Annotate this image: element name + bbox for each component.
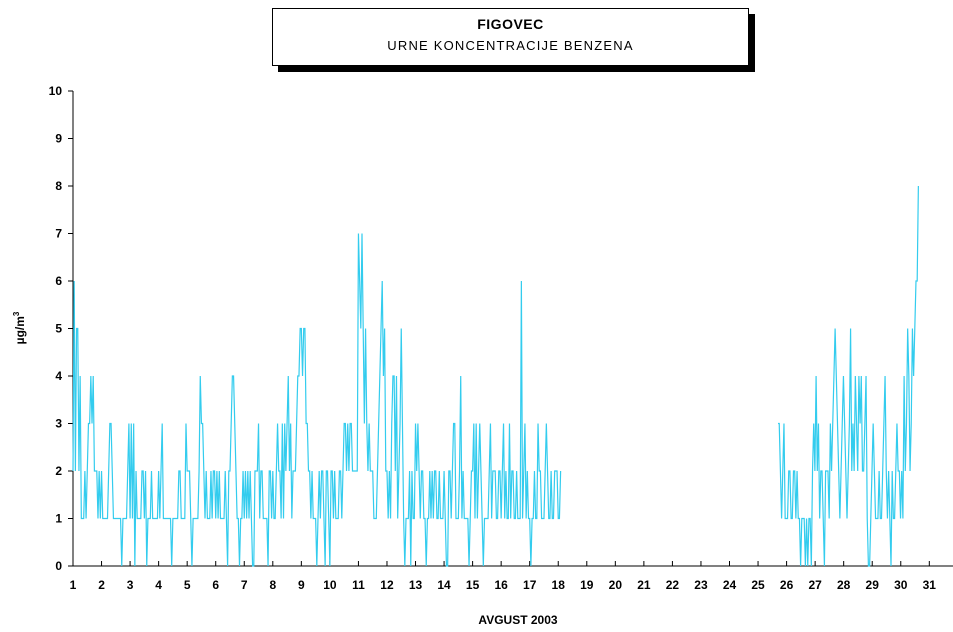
y-tick-label: 10 <box>49 84 63 98</box>
chart-title-box: FIGOVEC URNE KONCENTRACIJE BENZENA <box>272 8 749 66</box>
y-axis-ticks: 0 1 2 3 4 5 6 7 8 9 10 <box>49 84 73 573</box>
x-tick-label: 7 <box>241 578 248 592</box>
x-tick-label: 3 <box>127 578 134 592</box>
series-line <box>72 233 562 567</box>
y-tick-label: 2 <box>55 464 62 478</box>
x-tick-label: 19 <box>580 578 594 592</box>
x-tick-label: 13 <box>409 578 423 592</box>
chart-subtitle: URNE KONCENTRACIJE BENZENA <box>387 38 634 53</box>
x-tick-label: 30 <box>894 578 908 592</box>
x-tick-label: 21 <box>637 578 651 592</box>
series-line <box>778 185 919 567</box>
x-tick-label: 15 <box>466 578 480 592</box>
y-tick-label: 9 <box>55 132 62 146</box>
y-axis-title-unit: µg/m <box>13 316 27 344</box>
x-tick-label: 17 <box>523 578 537 592</box>
x-tick-label: 8 <box>269 578 276 592</box>
x-tick-label: 29 <box>866 578 880 592</box>
series-layer <box>72 185 919 567</box>
x-tick-label: 22 <box>666 578 680 592</box>
x-tick-label: 1 <box>70 578 77 592</box>
y-tick-label: 4 <box>55 369 62 383</box>
y-tick-label: 1 <box>55 512 62 526</box>
x-tick-label: 31 <box>923 578 937 592</box>
x-tick-label: 11 <box>352 578 365 592</box>
x-tick-label: 27 <box>808 578 822 592</box>
x-tick-label: 18 <box>552 578 566 592</box>
chart-title: FIGOVEC <box>477 16 544 32</box>
x-tick-label: 10 <box>323 578 337 592</box>
x-tick-label: 4 <box>155 578 162 592</box>
x-tick-label: 2 <box>98 578 105 592</box>
x-tick-label: 6 <box>212 578 219 592</box>
x-tick-label: 24 <box>723 578 737 592</box>
y-tick-label: 5 <box>55 322 62 336</box>
x-tick-label: 16 <box>494 578 508 592</box>
x-tick-label: 9 <box>298 578 305 592</box>
x-tick-label: 12 <box>380 578 394 592</box>
y-tick-label: 6 <box>55 274 62 288</box>
y-axis-title: µg/m3 <box>12 311 27 344</box>
y-axis-title-superscript: 3 <box>12 311 21 316</box>
x-tick-label: 5 <box>184 578 191 592</box>
y-tick-label: 7 <box>55 227 62 241</box>
x-tick-label: 28 <box>837 578 851 592</box>
x-tick-label: 23 <box>694 578 708 592</box>
x-tick-label: 26 <box>780 578 794 592</box>
y-tick-label: 0 <box>55 559 62 573</box>
x-tick-label: 25 <box>751 578 765 592</box>
x-axis-title: AVGUST 2003 <box>478 613 557 627</box>
y-tick-label: 3 <box>55 417 62 431</box>
x-axis-ticks: 1 2 3 4 5 6 7 8 9 10 11 12 13 14 15 16 17 18 19 20 21 22 23 24 2… <box>70 561 937 592</box>
x-tick-label: 20 <box>609 578 623 592</box>
y-tick-label: 8 <box>55 179 62 193</box>
x-tick-label: 14 <box>437 578 451 592</box>
